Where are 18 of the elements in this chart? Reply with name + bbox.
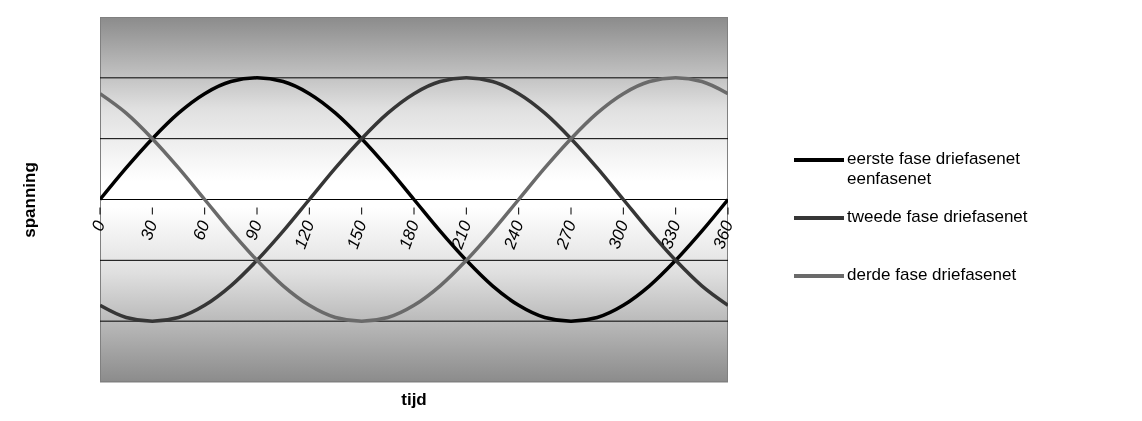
x-tick-label: 150 bbox=[343, 217, 371, 252]
legend-label: eerste fase driefasenet eenfasenet bbox=[847, 149, 1021, 189]
x-tick-label: 240 bbox=[499, 217, 528, 253]
x-tick-label: 90 bbox=[241, 217, 267, 243]
legend-label: tweede fase driefasenet bbox=[847, 207, 1029, 227]
x-tick-label: 30 bbox=[136, 217, 162, 243]
x-tick-label: 120 bbox=[290, 217, 319, 252]
x-tick-label: 60 bbox=[189, 217, 214, 243]
x-tick-label: 270 bbox=[552, 217, 581, 253]
x-tick-label: 180 bbox=[395, 217, 424, 252]
x-tick-label: 330 bbox=[657, 217, 685, 252]
x-axis-title: tijd bbox=[401, 390, 427, 410]
legend-label: derde fase driefasenet bbox=[847, 265, 1018, 285]
x-tick-label: 360 bbox=[709, 217, 738, 252]
y-axis-title: spanning bbox=[20, 161, 40, 238]
x-tick-label: 300 bbox=[604, 217, 633, 252]
x-tick-label: 210 bbox=[447, 217, 476, 253]
x-tick-label: 0 bbox=[87, 217, 110, 234]
